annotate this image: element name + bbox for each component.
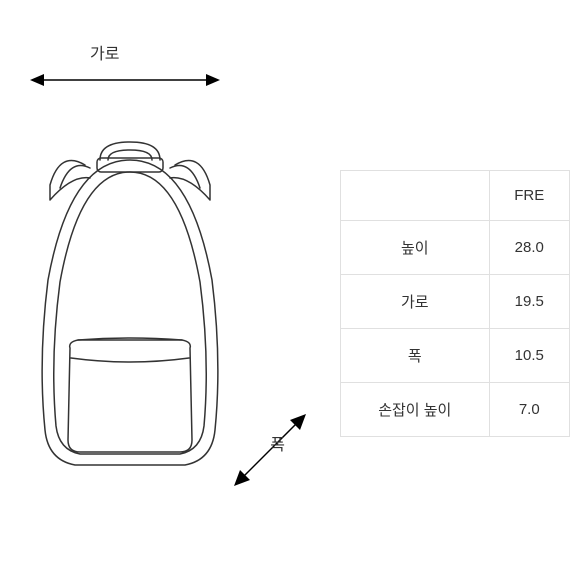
width-dimension-label: 가로 xyxy=(90,40,119,64)
row-label: 손잡이 높이 xyxy=(341,383,490,437)
table-row: 높이 28.0 xyxy=(341,221,570,275)
table-row: 손잡이 높이 7.0 xyxy=(341,383,570,437)
backpack-diagram: 가로 xyxy=(30,40,310,500)
header-size: FRE xyxy=(489,171,569,221)
row-value: 28.0 xyxy=(489,221,569,275)
row-value: 7.0 xyxy=(489,383,569,437)
row-label: 가로 xyxy=(341,275,490,329)
row-label: 높이 xyxy=(341,221,490,275)
table-row: 폭 10.5 xyxy=(341,329,570,383)
width-arrow-icon xyxy=(30,70,220,90)
row-value: 19.5 xyxy=(489,275,569,329)
table-row: 가로 19.5 xyxy=(341,275,570,329)
size-table: FRE 높이 28.0 가로 19.5 폭 10.5 손잡이 높이 7.0 xyxy=(340,170,570,437)
depth-dimension-label: 폭 xyxy=(270,431,285,455)
row-value: 10.5 xyxy=(489,329,569,383)
header-blank xyxy=(341,171,490,221)
row-label: 폭 xyxy=(341,329,490,383)
dimensions-table: FRE 높이 28.0 가로 19.5 폭 10.5 손잡이 높이 7.0 xyxy=(340,170,570,437)
table-header-row: FRE xyxy=(341,171,570,221)
